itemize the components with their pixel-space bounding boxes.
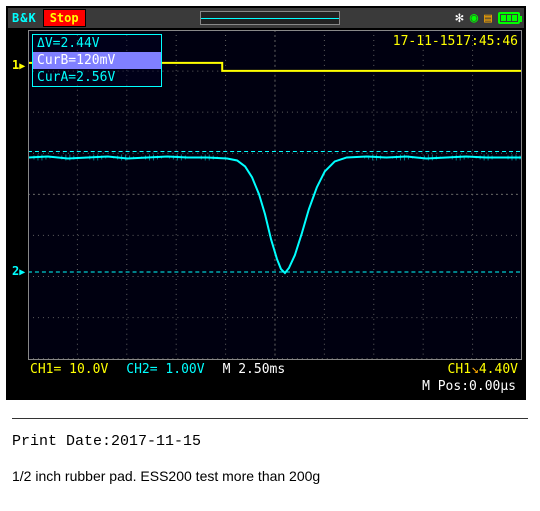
delta-v-readout: ΔV=2.44V	[33, 35, 161, 52]
trigger-edge-icon: ↘	[471, 362, 479, 377]
divider	[12, 418, 528, 419]
scope-bottombar: CH1= 10.0V CH2= 1.00V M 2.50ms CH1↘4.40V…	[26, 360, 522, 396]
timestamp: 17-11-1517:45:46	[393, 34, 518, 49]
ch2-marker: 2▶	[12, 264, 25, 278]
ch1-scale: CH1= 10.0V	[30, 362, 108, 377]
battery-icon	[498, 12, 520, 24]
print-date: Print Date:2017-11-15	[12, 433, 528, 450]
cursor-a-readout: CurA=2.56V	[33, 69, 161, 86]
timebase: M 2.50ms	[223, 362, 286, 377]
trigger-source: CH1↘4.40V	[448, 362, 518, 377]
measurement-box: ΔV=2.44V CurB=120mV CurA=2.56V	[32, 34, 162, 87]
scope-topbar: B&K Stop ✻ ◉ ▤	[8, 8, 524, 28]
waveform-preview	[92, 11, 450, 25]
plot-area: ΔV=2.44V CurB=120mV CurA=2.56V 17-11-151…	[28, 30, 522, 360]
ch1-marker: 1▶	[12, 58, 25, 72]
oscilloscope-screen: B&K Stop ✻ ◉ ▤ ΔV=2.44V CurB=120mV CurA=…	[6, 6, 526, 400]
cursor-b-readout: CurB=120mV	[33, 52, 161, 69]
m-position: M Pos:0.00μs	[422, 379, 516, 394]
ch2-scale: CH2= 1.00V	[126, 362, 204, 377]
auto-icon: ◉	[470, 10, 478, 26]
menu-icon: ▤	[484, 11, 492, 26]
star-icon: ✻	[455, 10, 463, 26]
brand-logo: B&K	[12, 11, 37, 25]
caption-text: 1/2 inch rubber pad. ESS200 test more th…	[12, 468, 528, 484]
run-status-badge[interactable]: Stop	[43, 9, 86, 27]
